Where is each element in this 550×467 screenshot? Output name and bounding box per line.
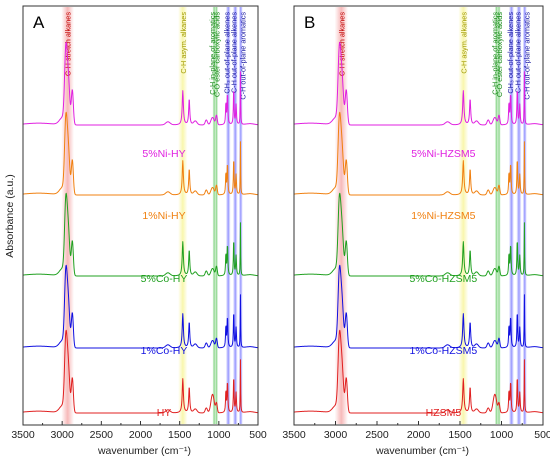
series-label-5pctni-hy: 5%Ni-HY — [142, 148, 185, 160]
series-label-5pctco-hy: 5%Co-HY — [141, 273, 188, 285]
band-label-a-0: C-H stretch alkanes — [64, 12, 73, 76]
panel-letter-a: A — [33, 13, 45, 32]
band-label-b-4: CH₃ out-of-plane alkenes — [506, 12, 515, 94]
spectrum-5pctni-hzsm5 — [293, 41, 544, 126]
x-tick-label-b-2: 2500 — [365, 429, 389, 441]
spectrum-1pctni-hy — [22, 111, 259, 196]
band-a-2 — [212, 7, 216, 424]
band-label-a-3: C-O ester carboxylic acids — [212, 12, 221, 98]
x-tick-label-a-3: 2000 — [129, 429, 153, 441]
x-tick-label-a-1: 3000 — [50, 429, 74, 441]
x-tick-label-b-5: 1000 — [490, 429, 514, 441]
y-axis-title: Absorbance (a.u.) — [4, 174, 16, 257]
band-a-6 — [238, 7, 243, 424]
series-label-hzsm5: HZSM5 — [426, 407, 462, 419]
band-a-4 — [225, 7, 231, 424]
band-a-3 — [214, 7, 219, 424]
panel-a: C-H stretch alkanes C-H asym. alkanes C-H … — [11, 5, 267, 457]
x-tick-label-a-0: 3500 — [11, 429, 35, 441]
band-a-5 — [232, 7, 238, 424]
band-label-b-0: C-H stretch alkanes — [337, 12, 346, 76]
band-a-1 — [178, 7, 188, 424]
spectrum-5pctco-hy — [22, 192, 259, 277]
series-label-hy: HY — [157, 407, 172, 419]
x-tick-label-b-4: 1500 — [448, 429, 472, 441]
band-b-4 — [508, 7, 514, 424]
band-label-a-1: C-H asym. alkanes — [179, 12, 188, 74]
x-tick-label-b-6: 500 — [534, 429, 550, 441]
x-tick-label-a-5: 1000 — [207, 429, 231, 441]
x-tick-label-a-2: 2500 — [90, 429, 114, 441]
band-label-b-1: C-H asym. alkanes — [459, 12, 468, 74]
band-label-a-6: C-H out-of-plane aromatics — [238, 12, 247, 100]
band-b-6 — [522, 7, 527, 424]
x-axis-title-b: wavenumber (cm⁻¹) — [375, 445, 469, 457]
panel-letter-b: B — [304, 13, 315, 32]
band-b-3 — [497, 7, 501, 424]
x-tick-label-a-6: 500 — [249, 429, 267, 441]
spectrum-1pctco-hy — [22, 264, 259, 349]
band-label-b-6: C-H out-of-plane aromatics — [522, 12, 531, 100]
band-b-5 — [516, 7, 522, 424]
band-label-b-2: C-H in-plane of aromatics — [490, 12, 499, 95]
x-tick-label-b-0: 3500 — [282, 429, 306, 441]
series-label-1pctni-hy: 1%Ni-HY — [142, 210, 185, 222]
x-tick-label-b-3: 2000 — [407, 429, 431, 441]
band-label-a-4: CH₃ out-of-plane alkenes — [223, 12, 232, 94]
band-label-a-2: C-H in-plane of aromatics — [208, 12, 217, 95]
series-label-1pctco-hy: 1%Co-HY — [141, 345, 188, 357]
x-axis-title-a: wavenumber (cm⁻¹) — [97, 445, 191, 457]
panel-b: C-H stretch alkanes C-H asym. alkanes C-H … — [282, 5, 550, 457]
spectrum-5pctni-hy — [22, 41, 259, 126]
series-label-5pctni-hzsm5: 5%Ni-HZSM5 — [411, 148, 475, 160]
spectrum-1pctco-hzsm5 — [293, 264, 544, 349]
spectrum-hzsm5 — [293, 329, 544, 414]
band-b-2 — [494, 7, 499, 424]
band-label-b-5: C-H out-of-plane alkenes — [513, 12, 522, 93]
spectrum-5pctco-hzsm5 — [293, 192, 544, 277]
spectrum-1pctni-hzsm5 — [293, 111, 544, 196]
series-label-5pctco-hzsm5: 5%Co-HZSM5 — [410, 273, 478, 285]
band-label-a-5: C-H out-of-plane alkenes — [230, 12, 239, 93]
band-b-1 — [458, 7, 469, 424]
spectrum-hy — [22, 329, 259, 414]
series-label-1pctco-hzsm5: 1%Co-HZSM5 — [410, 345, 478, 357]
series-label-1pctni-hzsm5: 1%Ni-HZSM5 — [411, 210, 475, 222]
x-tick-label-b-1: 3000 — [324, 429, 348, 441]
x-tick-label-a-4: 1500 — [168, 429, 192, 441]
band-label-b-3: C-O ester carboxylic acids — [495, 12, 504, 98]
